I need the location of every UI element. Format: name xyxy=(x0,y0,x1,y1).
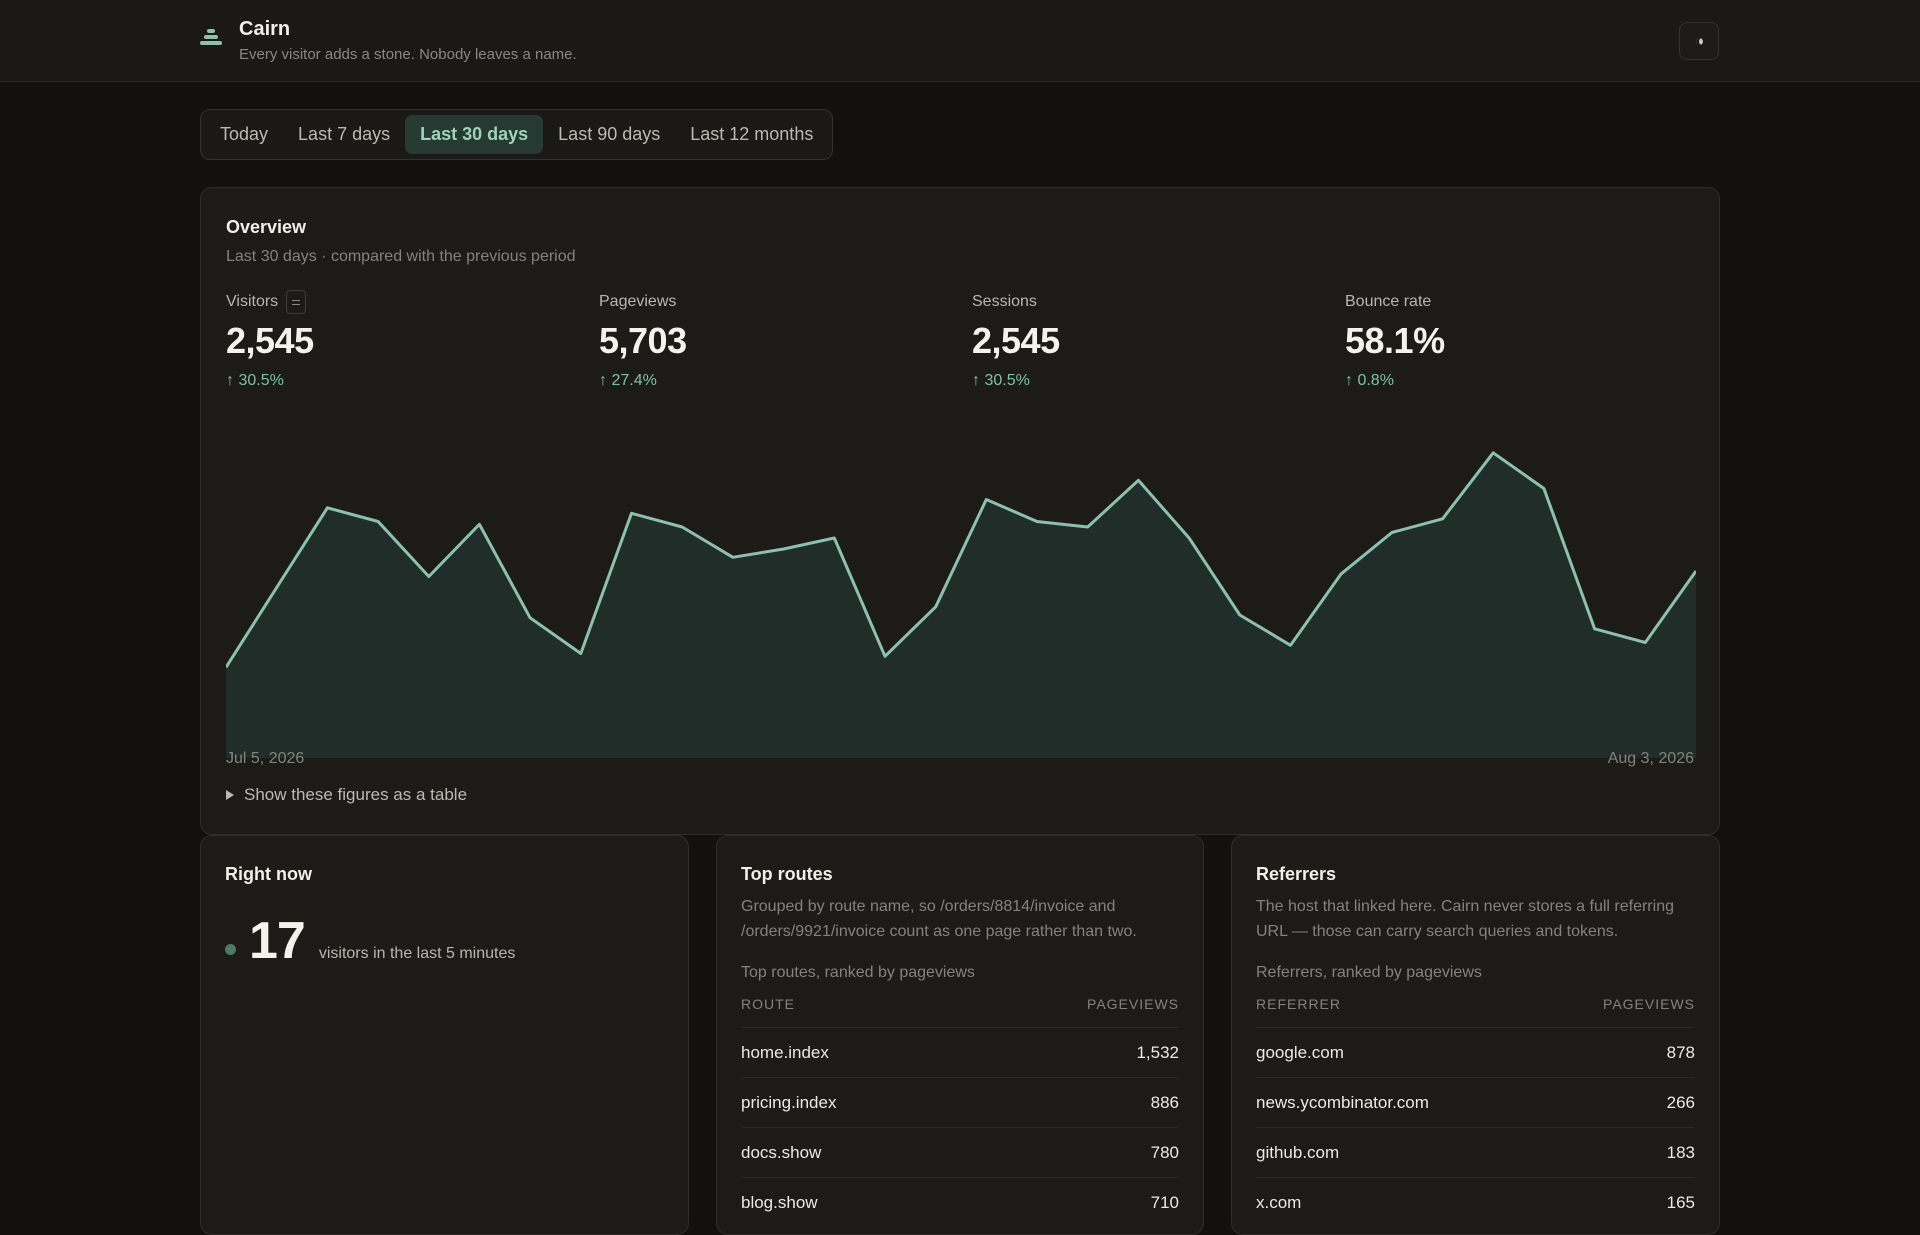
range-option-today[interactable]: Today xyxy=(220,124,269,144)
chart-series-line xyxy=(226,451,1696,669)
brand: Cairn Every visitor adds a stone. Nobody… xyxy=(200,18,577,63)
referrers-card: Referrers The host that linked here. Cai… xyxy=(1231,835,1720,1235)
stat-delta: ↑ 30.5% xyxy=(972,372,1030,389)
table-row: home.index 1,532 xyxy=(741,1027,1179,1077)
chart-start-date: Jul 5, 2026 xyxy=(226,750,305,767)
referrer-name: google.com xyxy=(1256,1042,1344,1062)
date-range-selector: Today Last 7 days Last 30 days Last 90 d… xyxy=(200,109,834,160)
cairn-logo-icon xyxy=(200,29,222,51)
table-row: docs.show 780 xyxy=(741,1127,1179,1177)
app-tagline: Every visitor adds a stone. Nobody leave… xyxy=(239,46,577,63)
top-routes-caption: Top routes, ranked by pageviews xyxy=(741,964,975,981)
top-routes-title: Top routes xyxy=(741,864,833,884)
range-option-last-12-months[interactable]: Last 12 months xyxy=(690,124,814,144)
stat-label: Sessions xyxy=(972,293,1037,310)
disclosure-triangle-icon xyxy=(226,790,234,800)
moon-icon xyxy=(1695,37,1703,45)
referrers-description: The host that linked here. Cairn never s… xyxy=(1256,898,1674,940)
chart-end-date: Aug 3, 2026 xyxy=(1607,750,1694,767)
table-header: ROUTE PAGEVIEWS xyxy=(741,996,1179,1012)
stat-label: Pageviews xyxy=(599,293,677,310)
range-option-last-7-days[interactable]: Last 7 days xyxy=(298,124,391,144)
stat-delta: ↑ 0.8% xyxy=(1345,372,1394,389)
referrer-pageviews: 266 xyxy=(1666,1092,1695,1112)
table-row: news.ycombinator.com 266 xyxy=(1256,1077,1695,1127)
table-row: google.com 878 xyxy=(1256,1027,1695,1077)
range-option-last-30-days[interactable]: Last 30 days xyxy=(405,115,544,154)
show-table-label: Show these figures as a table xyxy=(244,785,468,804)
right-now-title: Right now xyxy=(225,864,312,884)
referrer-name: x.com xyxy=(1256,1192,1302,1212)
route-name: blog.show xyxy=(741,1192,818,1212)
top-bar: Cairn Every visitor adds a stone. Nobody… xyxy=(0,0,1920,82)
route-name: pricing.index xyxy=(741,1092,837,1112)
stat-pageviews: Pageviews 5,703 ↑ 27.4% xyxy=(599,292,687,390)
stat-delta: ↑ 27.4% xyxy=(599,372,657,389)
live-visitor-text: visitors in the last 5 minutes xyxy=(318,945,516,962)
table-row: x.com 165 xyxy=(1256,1177,1695,1227)
overview-subtitle: Last 30 days · compared with the previou… xyxy=(226,248,576,265)
column-header-referrer: REFERRER xyxy=(1256,996,1342,1012)
route-pageviews: 710 xyxy=(1150,1192,1179,1212)
referrer-pageviews: 165 xyxy=(1666,1192,1695,1212)
referrer-name: news.ycombinator.com xyxy=(1256,1092,1429,1112)
route-name: docs.show xyxy=(741,1142,822,1162)
stat-value: 2,545 xyxy=(972,320,1060,361)
app-name: Cairn xyxy=(239,18,291,40)
stat-label: Visitors xyxy=(226,293,279,310)
referrer-pageviews: 878 xyxy=(1666,1042,1695,1062)
top-routes-table: home.index 1,532 pricing.index 886 docs.sh… xyxy=(741,1027,1179,1227)
theme-toggle-button[interactable] xyxy=(1679,22,1719,60)
column-header-route: ROUTE xyxy=(741,996,795,1012)
top-routes-description: Grouped by route name, so /orders/8814/i… xyxy=(741,898,1137,940)
referrer-pageviews: 183 xyxy=(1666,1142,1695,1162)
stat-delta: ↑ 30.5% xyxy=(226,372,284,389)
stat-label: Bounce rate xyxy=(1345,293,1432,310)
table-row: blog.show 710 xyxy=(741,1177,1179,1227)
live-dot-icon xyxy=(225,944,236,955)
stat-value: 2,545 xyxy=(226,320,314,361)
column-header-pageviews: PAGEVIEWS xyxy=(1087,996,1179,1012)
overview-card: Overview Last 30 days · compared with th… xyxy=(200,187,1720,835)
stat-sessions: Sessions 2,545 ↑ 30.5% xyxy=(972,292,1060,390)
chart-area-fill xyxy=(226,452,1696,758)
range-option-last-90-days[interactable]: Last 90 days xyxy=(558,124,661,144)
show-table-toggle[interactable]: Show these figures as a table xyxy=(226,785,467,805)
referrers-title: Referrers xyxy=(1256,864,1337,884)
route-pageviews: 1,532 xyxy=(1136,1042,1179,1062)
referrer-name: github.com xyxy=(1256,1142,1340,1162)
route-pageviews: 886 xyxy=(1150,1092,1179,1112)
live-visitor-count: 17 xyxy=(249,912,306,970)
overview-title: Overview xyxy=(226,217,307,237)
table-row: github.com 183 xyxy=(1256,1127,1695,1177)
right-now-card: Right now 17 visitors in the last 5 minu… xyxy=(200,835,689,1235)
route-name: home.index xyxy=(741,1042,829,1062)
top-routes-card: Top routes Grouped by route name, so /or… xyxy=(716,835,1204,1235)
stat-value: 58.1% xyxy=(1345,320,1445,361)
visitors-area-chart xyxy=(226,451,1696,758)
table-header: REFERRER PAGEVIEWS xyxy=(1256,996,1695,1012)
stat-value: 5,703 xyxy=(599,320,687,361)
stat-bounce-rate: Bounce rate 58.1% ↑ 0.8% xyxy=(1345,292,1445,390)
stat-visitors: Visitors 2,545 ↑ 30.5% xyxy=(226,290,314,390)
table-row: pricing.index 886 xyxy=(741,1077,1179,1127)
referrers-caption: Referrers, ranked by pageviews xyxy=(1256,964,1482,981)
route-pageviews: 780 xyxy=(1150,1142,1179,1162)
info-icon[interactable] xyxy=(286,290,307,314)
referrers-table: google.com 878 news.ycombinator.com 266 gi… xyxy=(1256,1027,1695,1227)
column-header-pageviews: PAGEVIEWS xyxy=(1603,996,1695,1012)
